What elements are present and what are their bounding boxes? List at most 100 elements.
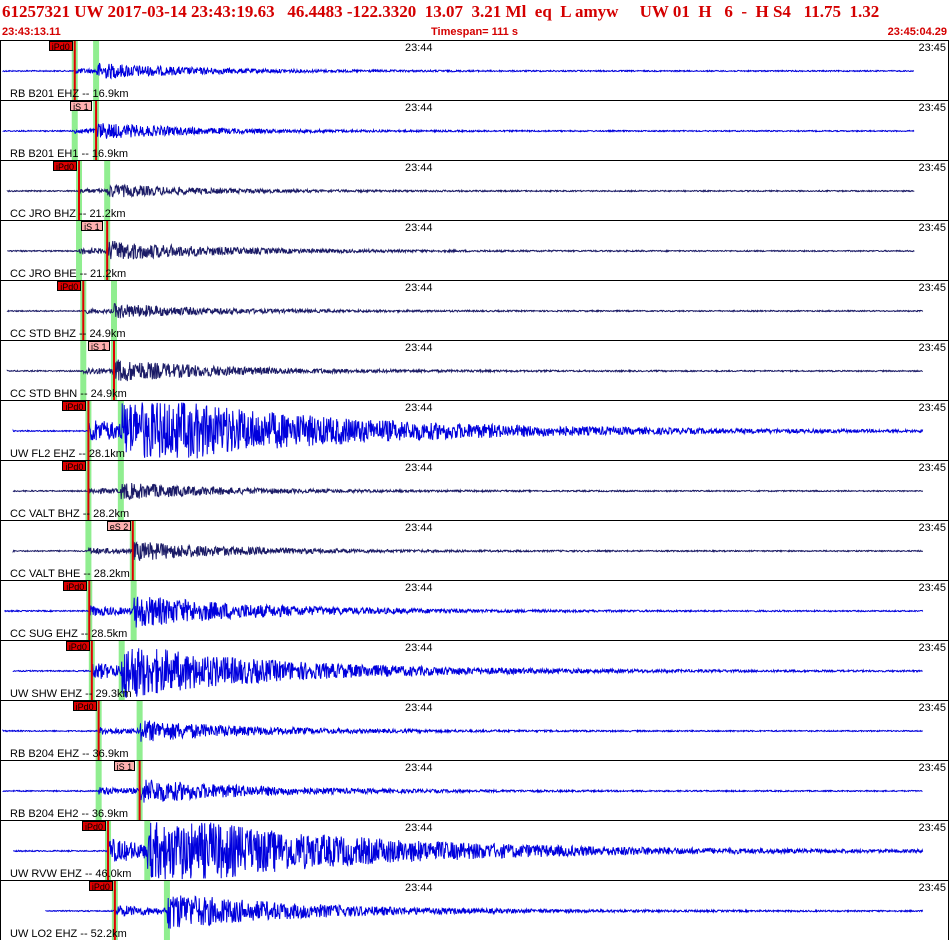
waveform-trace: [2, 720, 923, 742]
station-channel-label: RB B201 EH1 -- 16.9km: [10, 148, 128, 160]
waveform-plot: [13, 821, 924, 880]
waveform-trace: [6, 183, 915, 198]
waveform-trace: [2, 62, 914, 80]
waveform-trace: [6, 359, 923, 382]
waveform-plot: [2, 761, 923, 820]
time-tick-label: 23:44: [405, 162, 433, 174]
waveform-plot: [4, 581, 924, 640]
time-tick-label: 23:45: [918, 642, 946, 654]
waveform-plot: [6, 281, 924, 340]
waveform-panel[interactable]: iPd0 23:44 23:45 CC STD BHZ -- 24.9km: [0, 280, 949, 340]
station-channel-label: CC JRO BHZ -- 21.2km: [10, 208, 126, 220]
waveform-plot: [7, 221, 915, 280]
pick-flag[interactable]: iS 1: [81, 221, 103, 232]
time-tick-label: 23:45: [918, 102, 946, 114]
waveform-plot: [12, 461, 924, 520]
waveform-header: 61257321 UW 2017-03-14 23:43:19.63 46.44…: [0, 0, 949, 40]
p-phase-band: [71, 101, 78, 160]
waveform-trace: [12, 648, 923, 698]
time-tick-label: 23:45: [918, 822, 946, 834]
s-phase-band: [93, 41, 100, 100]
time-tick-label: 23:44: [405, 42, 433, 54]
waveform-plot: [2, 701, 923, 760]
waveform-panel[interactable]: iPd0 23:44 23:45 UW FL2 EHZ -- 28.1km: [0, 400, 949, 460]
time-tick-label: 23:44: [405, 462, 433, 474]
waveform-trace: [4, 596, 924, 628]
waveform-panel[interactable]: iPd0 23:44 23:45 CC VALT BHZ -- 28.2km: [0, 460, 949, 520]
time-tick-label: 23:45: [918, 402, 946, 414]
waveform-plot: [6, 341, 923, 400]
time-tick-label: 23:45: [918, 762, 946, 774]
pick-flag[interactable]: iS 1: [88, 341, 110, 352]
time-tick-label: 23:45: [918, 222, 946, 234]
time-tick-label: 23:44: [405, 822, 433, 834]
time-tick-label: 23:45: [918, 462, 946, 474]
pick-flag[interactable]: iPd0: [62, 401, 87, 412]
s-phase-band: [130, 581, 137, 640]
waveform-trace: [13, 822, 924, 880]
time-tick-label: 23:44: [405, 882, 433, 894]
pick-flag[interactable]: iPd0: [62, 461, 87, 472]
pick-flag[interactable]: iPd0: [63, 581, 88, 592]
end-time-label: 23:45:04.29: [887, 26, 947, 38]
time-tick-label: 23:45: [918, 882, 946, 894]
waveform-trace: [2, 123, 915, 139]
waveform-panel[interactable]: iPd0 23:44 23:45 CC JRO BHZ -- 21.2km: [0, 160, 949, 220]
time-tick-label: 23:45: [918, 42, 946, 54]
time-tick-label: 23:44: [405, 582, 433, 594]
station-channel-label: RB B204 EHZ -- 36.9km: [10, 748, 129, 760]
waveform-panel[interactable]: iPd0 23:44 23:45 CC SUG EHZ -- 28.5km: [0, 580, 949, 640]
pick-flag[interactable]: iPd0: [72, 701, 97, 712]
pick-flag[interactable]: iPd0: [65, 641, 90, 652]
waveform-panel[interactable]: iPd0 23:44 23:45 UW RVW EHZ -- 46.0km: [0, 820, 949, 880]
waveform-trace: [2, 779, 923, 803]
start-time-label: 23:43:13.11: [2, 26, 61, 38]
s-phase-band: [117, 401, 124, 460]
waveform-panel[interactable]: iS 1 23:44 23:45 RB B201 EH1 -- 16.9km: [0, 100, 949, 160]
station-channel-label: CC VALT BHZ -- 28.2km: [10, 508, 130, 520]
waveform-plot: [6, 161, 915, 220]
time-tick-label: 23:45: [918, 162, 946, 174]
event-title: 61257321 UW 2017-03-14 23:43:19.63 46.44…: [2, 2, 880, 21]
pick-flag[interactable]: iS 1: [70, 101, 92, 112]
waveform-panel[interactable]: eS 2 23:44 23:45 CC VALT BHE -- 28.2km: [0, 520, 949, 580]
waveform-plot: [45, 881, 924, 940]
station-channel-label: CC VALT BHE -- 28.2km: [10, 568, 130, 580]
station-channel-label: UW RVW EHZ -- 46.0km: [10, 868, 132, 880]
waveform-trace: [45, 895, 924, 929]
waveform-panel[interactable]: iPd0 23:44 23:45 UW LO2 EHZ -- 52.2km: [0, 880, 949, 940]
pick-flag[interactable]: iS 1: [113, 761, 136, 772]
waveform-plot: [2, 41, 914, 100]
time-tick-label: 23:45: [918, 522, 946, 534]
waveform-trace: [6, 303, 924, 319]
waveform-panel[interactable]: iPd0 23:44 23:45 RB B201 EHZ -- 16.9km: [0, 40, 949, 100]
station-channel-label: UW SHW EHZ -- 29.3km: [10, 688, 132, 700]
pick-flag[interactable]: iPd0: [82, 821, 107, 832]
waveform-trace: [12, 402, 924, 459]
pick-flag[interactable]: eS 2: [106, 521, 132, 532]
time-tick-label: 23:45: [918, 282, 946, 294]
time-tick-label: 23:44: [405, 222, 433, 234]
station-channel-label: CC STD BHN -- 24.9km: [10, 388, 127, 400]
pick-flag[interactable]: iPd0: [57, 281, 82, 292]
waveform-panel[interactable]: iS 1 23:44 23:45 RB B204 EH2 -- 36.9km: [0, 760, 949, 820]
waveform-panel[interactable]: iS 1 23:44 23:45 CC STD BHN -- 24.9km: [0, 340, 949, 400]
pick-flag[interactable]: iPd0: [88, 881, 113, 892]
waveform-trace: [7, 240, 915, 260]
waveform-panel[interactable]: iPd0 23:44 23:45 RB B204 EHZ -- 36.9km: [0, 700, 949, 760]
station-channel-label: CC STD BHZ -- 24.9km: [10, 328, 126, 340]
station-channel-label: UW LO2 EHZ -- 52.2km: [10, 928, 127, 940]
s-phase-band: [144, 821, 151, 880]
time-tick-label: 23:44: [405, 402, 433, 414]
waveform-panel[interactable]: iPd0 23:44 23:45 UW SHW EHZ -- 29.3km: [0, 640, 949, 700]
time-tick-label: 23:44: [405, 522, 433, 534]
time-tick-label: 23:44: [405, 762, 433, 774]
pick-flag[interactable]: iPd0: [53, 161, 78, 172]
pick-flag[interactable]: iPd0: [48, 41, 73, 52]
time-tick-label: 23:45: [918, 582, 946, 594]
time-tick-label: 23:44: [405, 342, 433, 354]
waveform-panel[interactable]: iS 1 23:44 23:45 CC JRO BHE -- 21.2km: [0, 220, 949, 280]
time-tick-label: 23:44: [405, 102, 433, 114]
waveform-plot: [12, 401, 924, 460]
